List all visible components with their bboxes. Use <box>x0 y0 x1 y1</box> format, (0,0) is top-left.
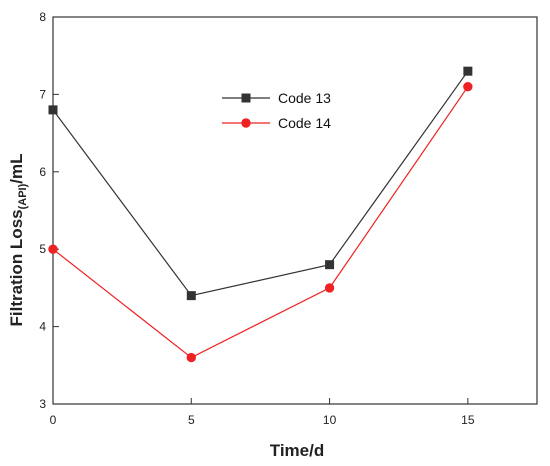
y-tick-label: 7 <box>39 87 46 101</box>
data-point <box>48 244 58 254</box>
legend-marker <box>241 118 251 128</box>
y-axis-title: Filtration Loss(API)/mL <box>7 153 29 326</box>
series-line <box>52 70 469 297</box>
data-point <box>325 260 335 270</box>
legend: Code 13 Code 14 <box>222 90 331 131</box>
y-axis-title-main: Filtration Loss <box>7 209 26 326</box>
plot-frame <box>52 16 538 405</box>
legend-label: Code 13 <box>278 90 331 106</box>
y-axis-title-unit: /mL <box>7 153 26 183</box>
series-code-14 <box>48 81 473 363</box>
series-code-13 <box>48 66 473 301</box>
y-tick-label: 8 <box>39 10 46 24</box>
y-tick-label: 4 <box>39 320 46 334</box>
data-point <box>186 352 196 363</box>
series-layer <box>48 66 473 363</box>
x-tick-label: 10 <box>323 413 337 427</box>
y-tick-label: 6 <box>39 165 46 179</box>
data-point <box>324 283 335 293</box>
x-axis-title: Time/d <box>270 441 324 460</box>
y-axis-title-sub: (API) <box>17 183 29 209</box>
y-tick-label: 3 <box>39 397 46 411</box>
x-tick-label: 5 <box>188 413 195 427</box>
data-point <box>463 66 473 76</box>
legend-entry: Code 14 <box>222 115 331 131</box>
plot-border <box>52 16 538 405</box>
data-point <box>48 105 58 115</box>
data-point <box>186 291 196 301</box>
legend-label: Code 14 <box>278 115 331 131</box>
x-tick-label: 0 <box>50 413 57 427</box>
data-point <box>463 81 473 92</box>
legend-entry: Code 13 <box>222 90 331 106</box>
series-line <box>52 86 469 359</box>
legend-marker <box>241 93 251 103</box>
x-tick-label: 15 <box>461 413 475 427</box>
y-tick-label: 5 <box>39 242 46 256</box>
ticks: 0 5 10 15 3 4 5 6 7 8 <box>39 10 475 427</box>
